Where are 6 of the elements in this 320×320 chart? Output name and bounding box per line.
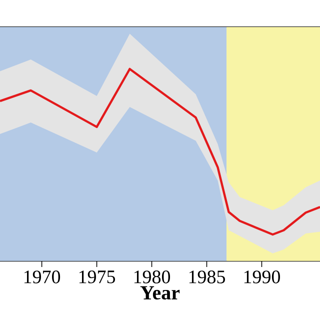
x-tick-label: 1985: [189, 270, 225, 284]
x-tick-label: 1980: [134, 270, 170, 284]
x-axis-title: Year: [140, 286, 180, 300]
x-tick-label: 1975: [79, 270, 116, 284]
x-tick-label: 1990: [244, 270, 280, 284]
x-tick-label: 1970: [24, 270, 60, 284]
